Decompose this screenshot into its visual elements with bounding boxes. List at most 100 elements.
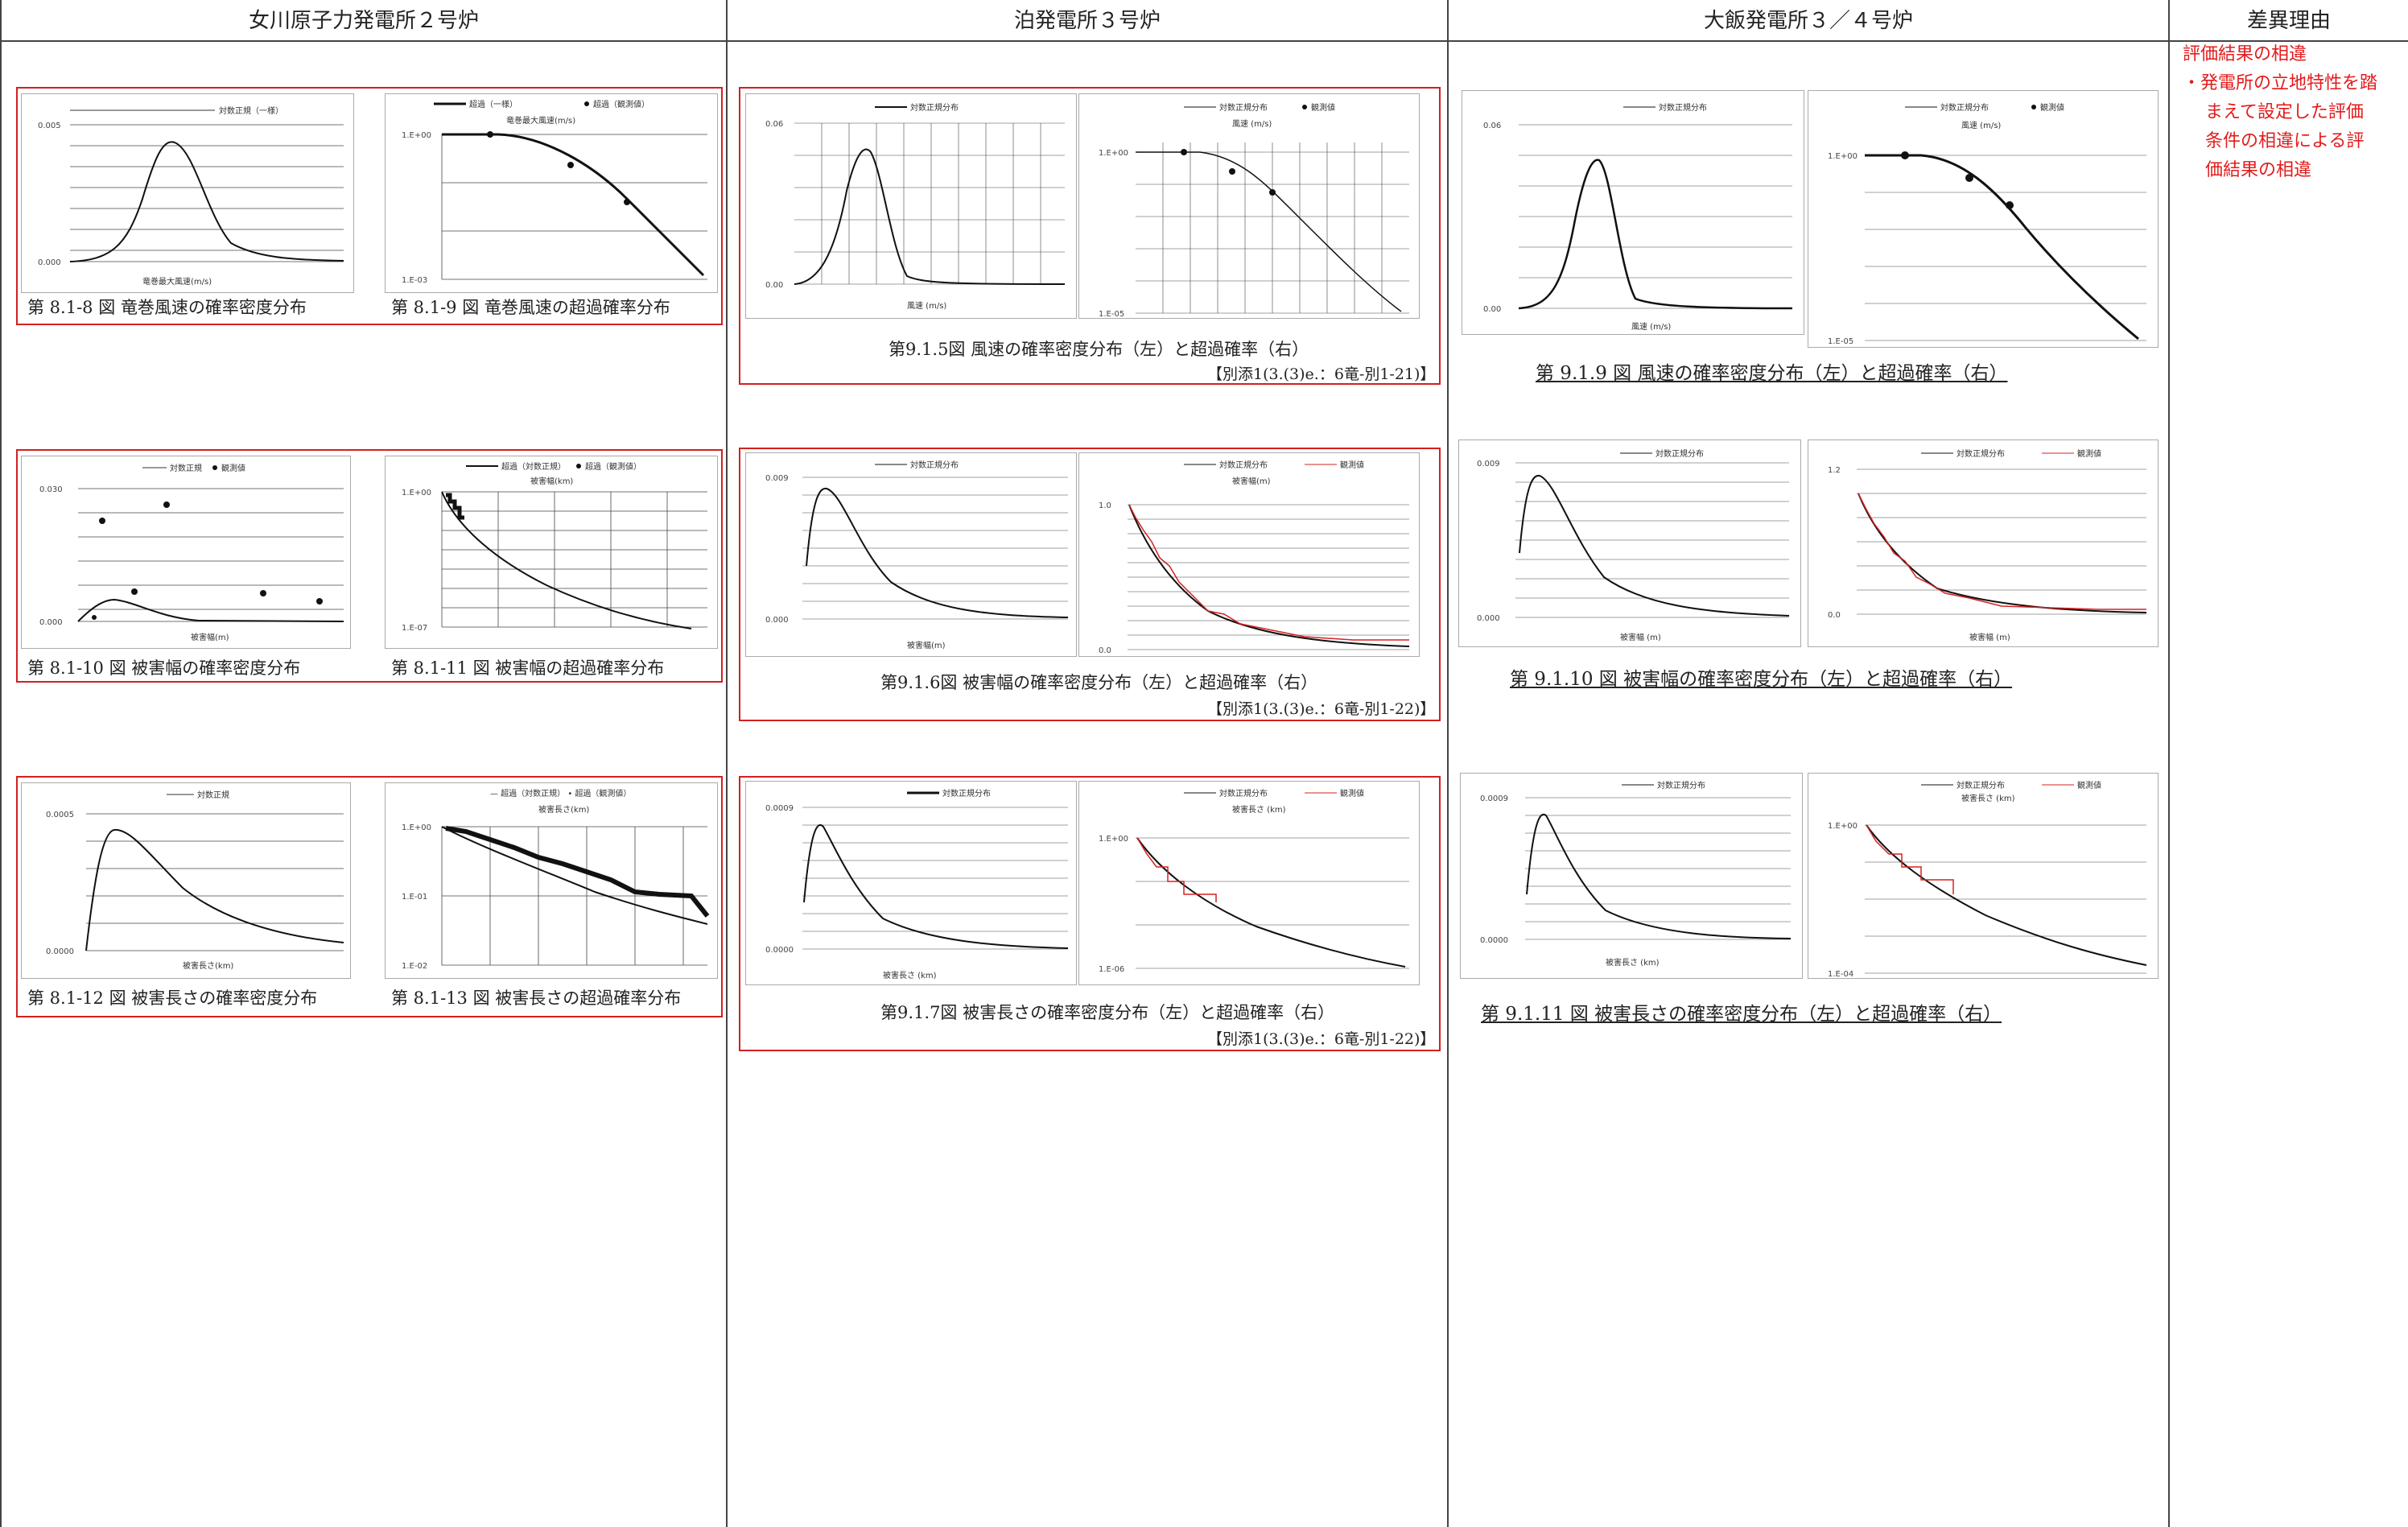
figure-frame-tomari-2 [739, 448, 1441, 721]
column-ohi: 大飯発電所３／４号炉 対数正規分布 0.06 0.00 風速 (m/s) 対数正規… [1449, 0, 2170, 1527]
chart-svg: 対数正規分布 観測値 被害幅(m) 1.0 0.0 [1099, 460, 1410, 655]
x-axis-label: 被害幅(m) [1232, 476, 1271, 486]
legend-label: 観測値 [2077, 780, 2101, 790]
chart-ohi-length-exceed: 対数正規分布 観測値 被害長さ (km) 1.E+00 1.E-04 [1808, 773, 2159, 979]
reason-text: 評価結果の相違 ・発電所の立地特性を踏 まえて設定した評価 条件の相違による評 … [2183, 40, 2400, 185]
reference-tomari-3: 【別添1(3.(3)e.：6竜-別1-22)】 [1207, 1030, 1436, 1048]
svg-text:1.E-04: 1.E-04 [1828, 970, 1853, 978]
pdf-curve [69, 141, 344, 262]
caption-onagawa-8-1-8: 第 8.1-8 図 竜巻風速の確率密度分布 [27, 298, 307, 317]
chart-ohi-length-pdf: 対数正規分布 0.0009 0.0000 被害長さ (km) [1460, 773, 1803, 979]
column-reason: 差異理由 評価結果の相違 ・発電所の立地特性を踏 まえて設定した評価 条件の相違… [2170, 0, 2408, 1527]
caption-ohi-9-1-9: 第 9.1.9 図 風速の確率密度分布（左）と超過確率（右） [1536, 363, 2008, 384]
column-header-ohi: 大飯発電所３／４号炉 [1449, 0, 2168, 42]
legend-label: 対数正規分布 [1219, 460, 1268, 470]
chart-svg: — 超過（対数正規） • 超過（観測値） 被害長さ(km) 1.E+00 1.E-… [402, 788, 710, 971]
x-axis-label: 風速 (m/s) [1961, 121, 2001, 130]
legend-label: 超過（観測値） [593, 99, 649, 109]
chart-svg: 対数正規分布 観測値 被害長さ (km) 1.E+00 1.E-04 [1828, 780, 2147, 978]
legend-label: 対数正規分布 [1659, 102, 1707, 113]
chart-onagawa-width-pdf: 対数正規 観測値 0.030 0.000 被害幅(m) [21, 456, 351, 649]
chart-svg: 対数正規分布 観測値 被害長さ (km) 1.E+00 1.E-06 [1099, 788, 1409, 974]
reason-line: ・発電所の立地特性を踏 [2183, 73, 2378, 93]
legend-label: 対数正規分布 [1656, 448, 1704, 459]
reference-tomari-2: 【別添1(3.(3)e.：6竜-別1-22)】 [1207, 700, 1436, 718]
svg-text:0.009: 0.009 [1477, 460, 1500, 468]
svg-text:0.0009: 0.0009 [765, 804, 794, 813]
legend-label: 対数正規分布 [1956, 780, 2005, 790]
x-axis-label: 被害幅(m) [191, 632, 229, 642]
legend-label: 観測値 [1311, 102, 1335, 113]
x-axis-label: 被害幅 (m) [1620, 632, 1661, 642]
chart-svg: 超過（対数正規） 超過（観測値） 被害幅(km) 1.E+00 1.E-07 [402, 461, 707, 633]
chart-ohi-wind-exceed: 対数正規分布 観測値 風速 (m/s) 1.E+00 1.E-05 [1808, 90, 2159, 348]
svg-text:0.0: 0.0 [1828, 611, 1841, 620]
figure-frame-tomari-3 [739, 776, 1441, 1051]
x-axis-label: 被害長さ(km) [183, 960, 233, 971]
svg-text:0.06: 0.06 [765, 120, 783, 129]
svg-text:1.E-05: 1.E-05 [1099, 310, 1124, 318]
caption-tomari-9-1-6: 第9.1.6図 被害幅の確率密度分布（左）と超過確率（右） [880, 673, 1318, 692]
svg-text:0.000: 0.000 [38, 258, 61, 267]
svg-text:1.E+00: 1.E+00 [402, 131, 431, 140]
reason-line: 評価結果の相違 [2183, 44, 2307, 64]
svg-text:0.0000: 0.0000 [765, 946, 794, 955]
x-axis-label: 被害幅(km) [530, 476, 573, 486]
chart-tomari-length-exceed: 対数正規分布 観測値 被害長さ (km) 1.E+00 1.E-06 [1078, 781, 1420, 985]
legend-label: 対数正規分布 [1940, 102, 1989, 113]
x-axis-label: 竜巻最大風速(m/s) [142, 276, 212, 287]
chart-svg: 対数正規分布 0.0009 0.0000 被害長さ (km) [1480, 780, 1792, 968]
legend-label: 対数正規分布 [1219, 788, 1268, 799]
chart-svg: 対数正規分布 0.06 0.00 風速 (m/s) [765, 102, 1066, 311]
chart-svg: 対数正規分布 0.06 0.00 風速 (m/s) [1483, 102, 1793, 332]
chart-svg: 対数正規 0.0005 0.0000 被害長さ(km) [46, 790, 344, 971]
svg-text:1.E-03: 1.E-03 [402, 276, 427, 285]
chart-svg: 対数正規分布 0.009 0.000 被害幅(m) [765, 460, 1069, 650]
svg-text:1.E-06: 1.E-06 [1099, 965, 1124, 974]
x-axis-label: 被害幅 (m) [1969, 632, 2010, 642]
x-axis-label: 風速 (m/s) [1232, 119, 1272, 129]
chart-tomari-width-exceed: 対数正規分布 観測値 被害幅(m) 1.0 0.0 [1078, 452, 1420, 657]
svg-text:0.0009: 0.0009 [1480, 794, 1508, 803]
svg-text:1.E+00: 1.E+00 [1828, 152, 1858, 161]
caption-ohi-9-1-10: 第 9.1.10 図 被害幅の確率密度分布（左）と超過確率（右） [1510, 669, 2013, 690]
chart-ohi-width-pdf: 対数正規分布 0.009 0.000 被害幅 (m) [1458, 440, 1801, 647]
svg-text:1.E+00: 1.E+00 [1099, 149, 1128, 158]
legend-label: 対数正規分布 [1956, 448, 2005, 459]
chart-ohi-wind-pdf: 対数正規分布 0.06 0.00 風速 (m/s) [1462, 90, 1804, 335]
chart-ohi-width-exceed: 対数正規分布 観測値 1.2 0.0 被害幅 (m) [1808, 440, 2159, 647]
caption-onagawa-8-1-12: 第 8.1-12 図 被害長さの確率密度分布 [27, 988, 318, 1008]
chart-tomari-width-pdf: 対数正規分布 0.009 0.000 被害幅(m) [745, 452, 1077, 657]
chart-onagawa-length-pdf: 対数正規 0.0005 0.0000 被害長さ(km) [21, 782, 351, 979]
caption-tomari-9-1-7: 第9.1.7図 被害長さの確率密度分布（左）と超過確率（右） [880, 1003, 1335, 1022]
x-axis-label: 被害長さ (km) [883, 970, 937, 980]
caption-onagawa-8-1-13: 第 8.1-13 図 被害長さの超過確率分布 [391, 988, 682, 1008]
svg-text:1.2: 1.2 [1828, 466, 1841, 475]
legend-label: 観測値 [1340, 460, 1364, 470]
chart-svg: 対数正規分布 0.009 0.000 被害幅 (m) [1477, 448, 1790, 642]
figure-frame-tomari-1 [739, 87, 1441, 385]
legend-label: 対数正規（一様） [219, 105, 283, 116]
svg-text:0.0000: 0.0000 [1480, 936, 1508, 945]
chart-svg: 対数正規分布 観測値 風速 (m/s) 1.E+00 1.E-05 [1099, 102, 1409, 318]
svg-text:1.E+00: 1.E+00 [402, 823, 431, 832]
x-axis-label: 被害長さ (km) [1606, 957, 1660, 968]
svg-text:0.0005: 0.0005 [46, 811, 74, 819]
x-axis-label: 被害長さ(km) [538, 804, 589, 815]
figure-frame-onagawa-2 [16, 449, 723, 683]
chart-onagawa-wind-exceed: 超過（一様） 超過（観測値） 竜巻最大風速(m/s) 1.E+00 1.E-03 [385, 93, 718, 293]
exceed-curve [442, 133, 705, 277]
legend-label: 対数正規分布 [1657, 780, 1705, 790]
svg-text:0.00: 0.00 [1483, 305, 1501, 314]
svg-text:0.009: 0.009 [765, 474, 789, 483]
chart-onagawa-wind-pdf: 対数正規（一様） 0.005 0.000 竜巻最大風速(m/s) [21, 93, 354, 293]
legend-label: 対数正規 [170, 463, 202, 473]
chart-svg: 対数正規分布 観測値 1.2 0.0 被害幅 (m) [1828, 448, 2147, 642]
svg-text:1.E-01: 1.E-01 [402, 893, 427, 902]
x-axis-label: 風速 (m/s) [907, 301, 946, 311]
legend-label: 対数正規分布 [910, 102, 959, 113]
legend-label: 観測値 [221, 463, 245, 473]
legend-label: 対数正規分布 [910, 460, 959, 470]
column-header-onagawa: 女川原子力発電所２号炉 [2, 0, 726, 42]
